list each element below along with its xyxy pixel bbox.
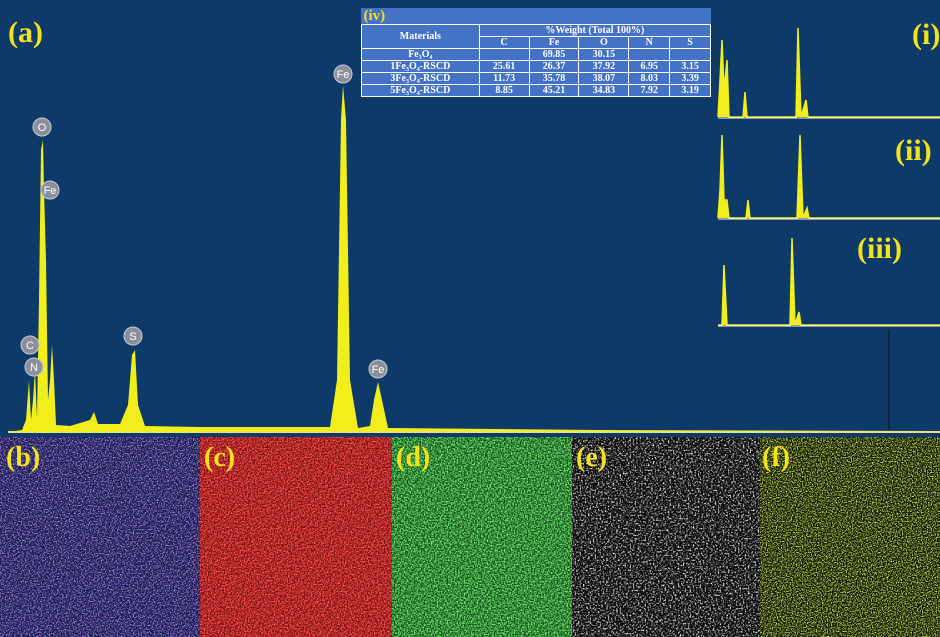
inset-spectra (717, 27, 940, 430)
peak-marker: O (32, 117, 52, 137)
panel-label: (d) (396, 442, 430, 473)
table-cell: 37.92 (578, 60, 630, 73)
map-b-noise (0, 437, 200, 637)
panel-label: (f) (762, 442, 790, 473)
table-row: 1Fe₃O₄-RSCD 25.61 26.37 37.92 6.95 3.15 (361, 60, 711, 73)
panel-label: (e) (576, 442, 607, 473)
panel-label: (b) (6, 442, 40, 473)
table-cell (478, 48, 530, 61)
panel-label: (c) (204, 442, 235, 473)
row-header: 1Fe₃O₄-RSCD (361, 60, 480, 73)
table-caption: (iv) (361, 8, 711, 25)
table-cell: 6.95 (628, 60, 671, 73)
peak-circle (20, 335, 40, 355)
column-header: N (628, 36, 671, 49)
table-cell: 8.85 (478, 84, 530, 97)
table-cell: 11.73 (478, 72, 530, 85)
column-header: O (578, 36, 630, 49)
peak-label: S (129, 331, 136, 343)
composition-table: (iv) Materials %Weight (Total 100%) C Fe O N S F… (361, 8, 712, 97)
table-cell: 8.03 (628, 72, 671, 85)
peak-label: Fe (372, 364, 385, 376)
peak-marker: N (24, 357, 44, 377)
table-header: %Weight (Total 100%) (478, 24, 712, 37)
map-e-noise (572, 437, 760, 637)
peak-circle (32, 117, 52, 137)
table-row: 5Fe₃O₄-RSCD 8.85 45.21 34.83 7.92 3.19 (361, 84, 711, 97)
table-row: Fe₃O₄ 69.85 30.15 (361, 48, 711, 61)
table-cell: 3.15 (669, 60, 711, 73)
peak-marker: S (123, 326, 143, 346)
inset-label: (ii) (895, 134, 932, 167)
table-cell: 25.61 (478, 60, 530, 73)
column-header: S (669, 36, 711, 49)
table-cell: 38.07 (578, 72, 630, 85)
table-row: (iv) (361, 8, 711, 25)
table-row: 3Fe₃O₄-RSCD 11.73 35.78 38.07 8.03 3.39 (361, 72, 711, 85)
table-row: C Fe O N S (362, 36, 711, 49)
peak-label: N (30, 362, 38, 374)
table-cell: 26.37 (528, 60, 580, 73)
inset-label: (i) (912, 18, 940, 51)
panel-label: (a) (8, 16, 43, 49)
peak-label: C (26, 340, 34, 352)
table-cell: 34.83 (578, 84, 630, 97)
table-row: Materials %Weight (Total 100%) (361, 24, 712, 49)
peak-circle (333, 64, 353, 84)
map-f-noise (760, 437, 940, 637)
peak-marker: Fe (40, 180, 60, 200)
map-d-noise (392, 437, 572, 637)
row-header: Fe₃O₄ (361, 48, 480, 61)
peak-label: O (38, 122, 47, 134)
map-c-noise (200, 437, 392, 637)
table-header: Materials (361, 24, 480, 49)
peak-marker: C (20, 335, 40, 355)
table-cell: 35.78 (528, 72, 580, 85)
peak-circle (123, 326, 143, 346)
peak-marker: Fe (333, 64, 353, 84)
table-cell (628, 48, 671, 61)
peak-circle (368, 359, 388, 379)
peak-marker: Fe (368, 359, 388, 379)
peak-label: Fe (44, 185, 57, 197)
table-cell: 3.39 (669, 72, 711, 85)
table-cell: 30.15 (578, 48, 630, 61)
table-cell: 3.19 (669, 84, 711, 97)
peak-circle (40, 180, 60, 200)
inset-label: (iii) (857, 232, 902, 265)
column-header: Fe (528, 36, 580, 49)
table-cell: 7.92 (628, 84, 671, 97)
row-header: 5Fe₃O₄-RSCD (361, 84, 480, 97)
table-cell: 69.85 (528, 48, 580, 61)
peak-circle (24, 357, 44, 377)
table-cell: 45.21 (528, 84, 580, 97)
row-header: 3Fe₃O₄-RSCD (361, 72, 480, 85)
table-cell (669, 48, 711, 61)
peak-label: Fe (337, 69, 350, 81)
column-header: C (478, 36, 530, 49)
